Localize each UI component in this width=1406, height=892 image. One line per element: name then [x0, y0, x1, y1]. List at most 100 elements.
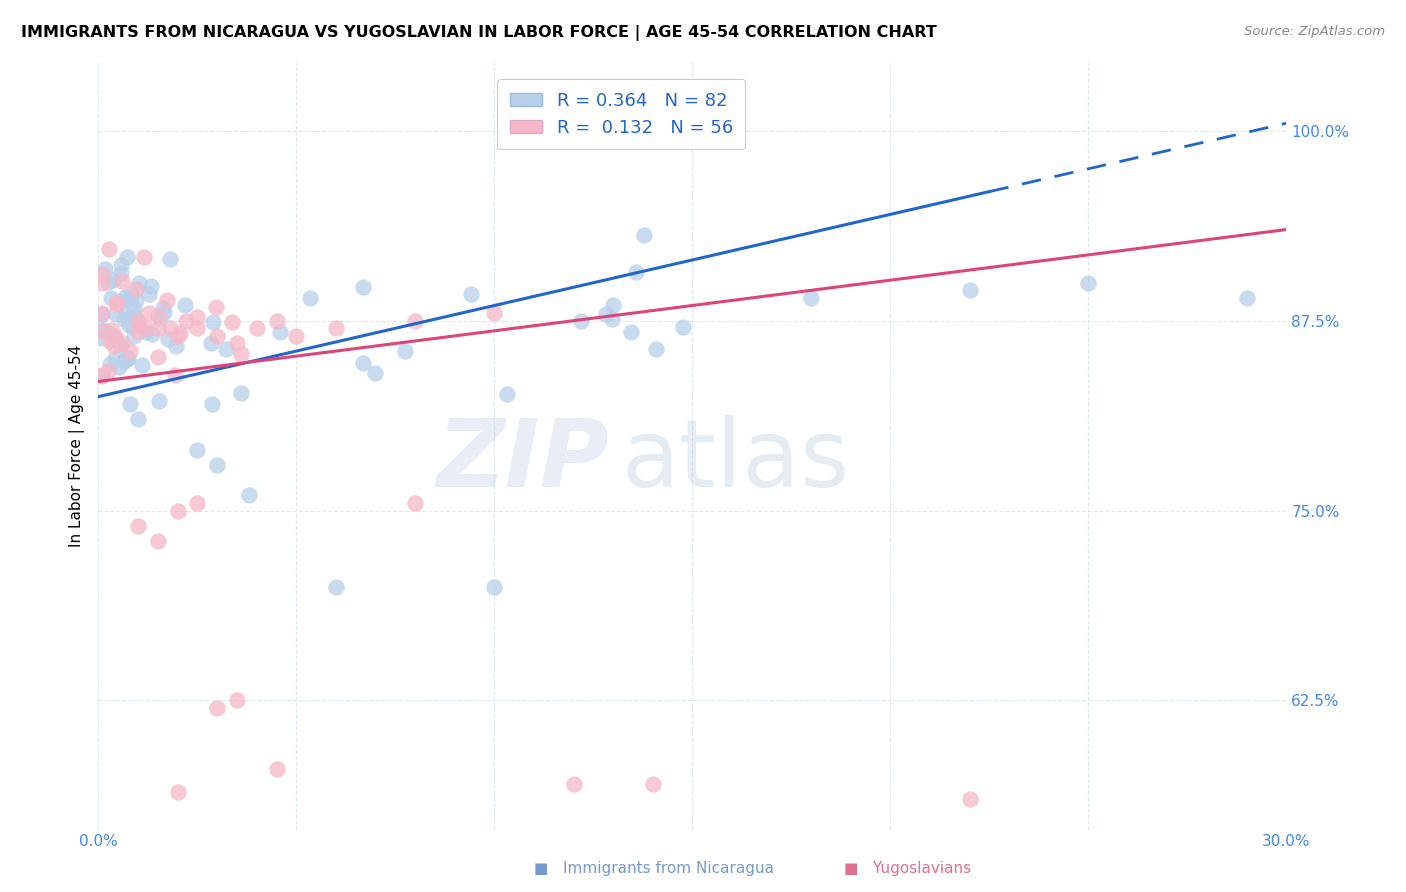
Point [98, 357, 121, 371]
Point [120, 344, 142, 359]
Point [166, 329, 188, 343]
Point [104, 296, 127, 310]
Point [128, 318, 150, 333]
Point [221, 315, 243, 329]
Point [186, 496, 208, 510]
Point [121, 286, 143, 301]
Point [120, 397, 142, 411]
Point [159, 321, 181, 335]
Point [98, 326, 121, 341]
Point [103, 331, 125, 345]
Point [266, 762, 288, 776]
Point [127, 518, 149, 533]
Text: ■   Immigrants from Nicaragua: ■ Immigrants from Nicaragua [534, 861, 775, 876]
Point [325, 321, 347, 335]
Point [186, 310, 208, 325]
Point [165, 339, 187, 353]
Point [97, 275, 120, 289]
Point [124, 282, 146, 296]
Point [201, 315, 224, 329]
Point [103, 351, 125, 366]
Point [103, 339, 125, 353]
Point [120, 293, 142, 307]
Point [205, 301, 228, 315]
Point [174, 314, 197, 328]
Point [562, 777, 585, 791]
Point [138, 287, 160, 301]
Point [127, 412, 149, 426]
Point [91, 306, 114, 320]
Point [325, 580, 347, 594]
Point [115, 352, 138, 367]
Point [959, 283, 981, 297]
Point [127, 325, 149, 339]
Point [148, 393, 170, 408]
Point [94, 262, 117, 277]
Point [125, 293, 148, 307]
Point [91, 331, 114, 345]
Point [633, 228, 655, 243]
Point [135, 321, 157, 335]
Point [91, 276, 114, 290]
Point [641, 777, 664, 791]
Point [226, 693, 249, 707]
Point [394, 344, 416, 359]
Point [159, 252, 181, 266]
Point [152, 301, 174, 315]
Point [269, 325, 291, 339]
Point [124, 309, 146, 323]
Point [97, 364, 120, 378]
Point [600, 311, 623, 326]
Point [166, 503, 188, 517]
Point [103, 273, 125, 287]
Point [298, 291, 321, 305]
Point [146, 310, 169, 324]
Y-axis label: In Labor Force | Age 45-54: In Labor Force | Age 45-54 [69, 345, 84, 547]
Point [127, 314, 149, 328]
Text: Source: ZipAtlas.com: Source: ZipAtlas.com [1244, 25, 1385, 38]
Text: ■   Yugoslavians: ■ Yugoslavians [844, 861, 970, 876]
Point [131, 358, 153, 372]
Text: atlas: atlas [621, 416, 849, 508]
Point [91, 369, 114, 384]
Point [186, 442, 208, 457]
Point [132, 251, 155, 265]
Point [352, 279, 374, 293]
Point [246, 321, 269, 335]
Point [174, 298, 197, 312]
Point [100, 291, 122, 305]
Point [620, 326, 643, 340]
Point [146, 321, 169, 335]
Point [156, 293, 179, 308]
Point [285, 329, 308, 343]
Legend: R = 0.364   N = 82, R =  0.132   N = 56: R = 0.364 N = 82, R = 0.132 N = 56 [496, 79, 745, 150]
Point [115, 250, 138, 264]
Point [91, 267, 114, 281]
Point [91, 368, 114, 383]
Point [111, 274, 134, 288]
Point [352, 356, 374, 370]
Point [229, 346, 252, 360]
Point [138, 306, 160, 320]
Point [214, 343, 236, 357]
Point [117, 293, 139, 308]
Point [111, 336, 134, 351]
Point [169, 326, 191, 340]
Point [146, 350, 169, 364]
Point [404, 496, 426, 510]
Point [186, 321, 208, 335]
Point [496, 387, 519, 401]
Point [460, 287, 482, 301]
Point [602, 298, 624, 312]
Point [200, 336, 222, 351]
Point [201, 397, 224, 411]
Point [105, 297, 128, 311]
Point [404, 314, 426, 328]
Point [569, 314, 592, 328]
Point [671, 320, 693, 334]
Point [226, 336, 249, 351]
Point [112, 311, 135, 326]
Point [117, 351, 139, 365]
Point [115, 308, 138, 322]
Point [108, 338, 131, 352]
